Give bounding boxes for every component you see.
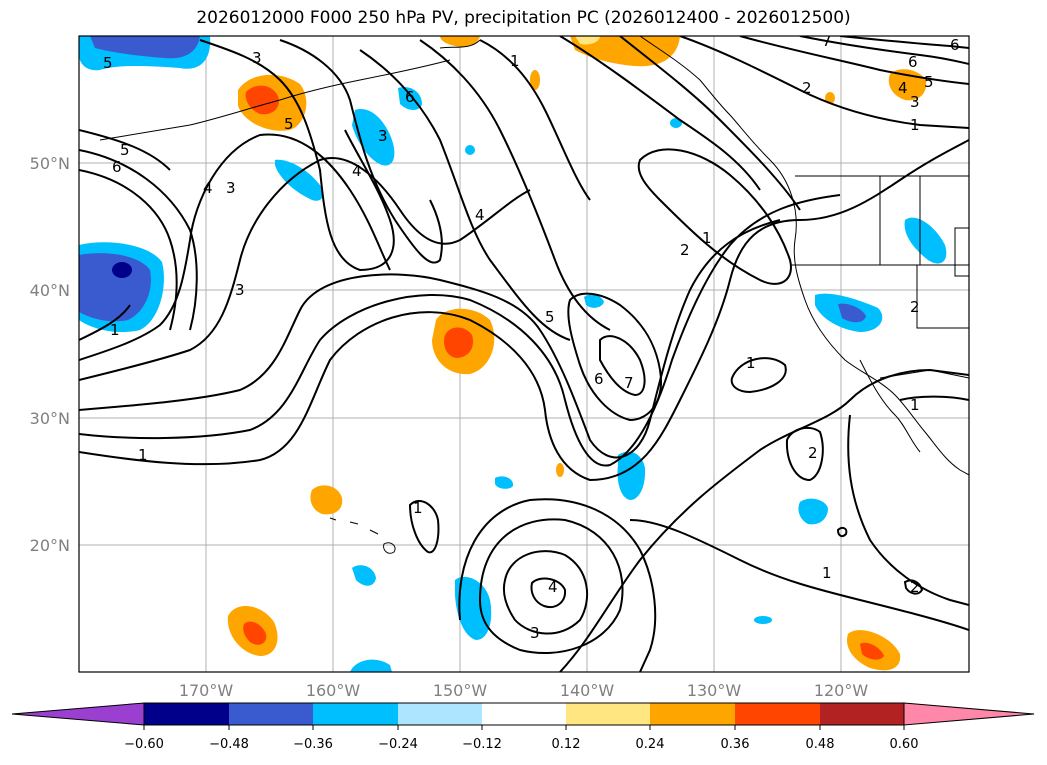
contour-label-6d: 6 xyxy=(908,53,918,71)
colorbar-label: 0.60 xyxy=(890,737,919,752)
colorbar-label: 0.12 xyxy=(552,737,581,752)
colorbar-label: −0.36 xyxy=(293,737,333,752)
contour-label-3a: 3 xyxy=(235,281,245,299)
colorbar-bin xyxy=(566,703,650,725)
contour-label-5e: 5 xyxy=(924,73,934,91)
contour-label-2a: 2 xyxy=(680,241,690,259)
colorbar: −0.60 −0.48 −0.36 −0.24 −0.12 0.12 0.24 … xyxy=(11,702,1035,752)
baja-coast xyxy=(859,359,921,453)
contour-label-1c: 1 xyxy=(510,52,520,70)
contour-label-1b: 1 xyxy=(110,321,120,339)
colorbar-bin xyxy=(313,703,398,725)
contour-label-3c: 3 xyxy=(252,49,262,67)
hawaii-islands xyxy=(329,517,396,554)
lon-label-150w: 150°W xyxy=(433,681,488,700)
aleutian-chain xyxy=(99,59,451,141)
gridlines xyxy=(79,36,969,672)
contour-label-1h: 1 xyxy=(910,396,920,414)
colorbar-bin xyxy=(482,703,566,725)
precip-blob-coast-43n xyxy=(904,217,947,264)
precip-blob-15n-147w xyxy=(455,576,492,640)
contour-label-5b: 5 xyxy=(284,115,294,133)
colorbar-label: −0.24 xyxy=(378,737,418,752)
lon-label-140w: 140°W xyxy=(560,681,615,700)
lat-label-30n: 30°N xyxy=(30,409,70,428)
precip-blob-west-40n-core xyxy=(79,253,151,322)
contour-label-6a: 6 xyxy=(112,158,122,176)
coastlines xyxy=(99,36,969,554)
contour-label-1e: 1 xyxy=(746,354,756,372)
lat-label-50n: 50°N xyxy=(30,154,70,173)
contour-label-7a: 7 xyxy=(624,374,634,392)
colorbar-bin xyxy=(144,703,229,725)
contour-label-5a: 5 xyxy=(120,141,130,159)
contour-label-4c: 4 xyxy=(475,206,485,224)
contour-labels: 1 1 3 6 5 4 3 3 5 5 3 4 6 1 4 5 6 7 2 1 … xyxy=(103,32,960,642)
lat-label-40n: 40°N xyxy=(30,281,70,300)
contour-label-2d: 2 xyxy=(802,79,812,97)
colorbar-bin xyxy=(820,703,904,725)
contour-label-1f: 1 xyxy=(413,499,423,517)
contour-label-5d: 5 xyxy=(545,308,555,326)
lon-label-120w: 120°W xyxy=(814,681,869,700)
precip-blob-nw-core xyxy=(90,36,200,59)
colorbar-bin xyxy=(735,703,820,725)
contour-label-1d: 1 xyxy=(702,229,712,247)
contour-label-2e: 2 xyxy=(910,578,920,596)
contour-label-3d: 3 xyxy=(378,127,388,145)
pv-contours xyxy=(79,36,969,672)
contour-label-2b: 2 xyxy=(808,444,818,462)
lat-label-20n: 20°N xyxy=(30,536,70,555)
north-america-coast xyxy=(639,36,969,476)
contour-label-4e: 4 xyxy=(898,79,908,97)
precip-blob-top-orange xyxy=(440,36,480,47)
lon-label-130w: 130°W xyxy=(687,681,742,700)
lon-label-170w: 170°W xyxy=(179,681,234,700)
contour-label-6b: 6 xyxy=(405,88,415,106)
colorbar-label: 0.24 xyxy=(636,737,665,752)
precip-blob-west-40n-max xyxy=(112,262,132,278)
contour-label-7b: 7 xyxy=(822,32,832,50)
contour-label-1i: 1 xyxy=(910,116,920,134)
contour-label-4d: 4 xyxy=(548,578,558,596)
colorbar-label: 0.48 xyxy=(806,737,835,752)
contour-label-3e: 3 xyxy=(530,624,540,642)
colorbar-label: −0.60 xyxy=(124,737,164,752)
colorbar-label: −0.12 xyxy=(462,737,502,752)
contour-label-6c: 6 xyxy=(594,370,604,388)
contour-label-3b: 3 xyxy=(226,179,236,197)
state-lines xyxy=(790,176,969,329)
colorbar-min-extend xyxy=(11,702,145,726)
colorbar-bin xyxy=(229,703,313,725)
contour-label-4a: 4 xyxy=(203,179,213,197)
map-title: 2026012000 F000 250 hPa PV, precipitatio… xyxy=(196,8,851,28)
contour-label-3f: 3 xyxy=(910,93,920,111)
colorbar-label: −0.48 xyxy=(209,737,249,752)
colorbar-bin xyxy=(650,703,735,725)
contour-label-6e: 6 xyxy=(950,36,960,54)
precip-blob-top-orange2 xyxy=(570,36,680,67)
contour-label-4b: 4 xyxy=(352,162,362,180)
map-frame xyxy=(78,35,970,673)
contour-label-2c: 2 xyxy=(910,298,920,316)
contour-label-1g: 1 xyxy=(822,564,832,582)
precip-anomaly-shading xyxy=(79,36,947,672)
lon-axis: 170°W 160°W 150°W 140°W 130°W 120°W xyxy=(179,681,869,700)
contour-label-1a: 1 xyxy=(138,446,148,464)
contour-label-5c: 5 xyxy=(103,54,113,72)
lat-axis: 50°N 40°N 30°N 20°N xyxy=(30,154,70,555)
lon-label-160w: 160°W xyxy=(306,681,361,700)
colorbar-bin xyxy=(398,703,482,725)
colorbar-label: 0.36 xyxy=(721,737,750,752)
colorbar-max-extend xyxy=(903,702,1035,726)
